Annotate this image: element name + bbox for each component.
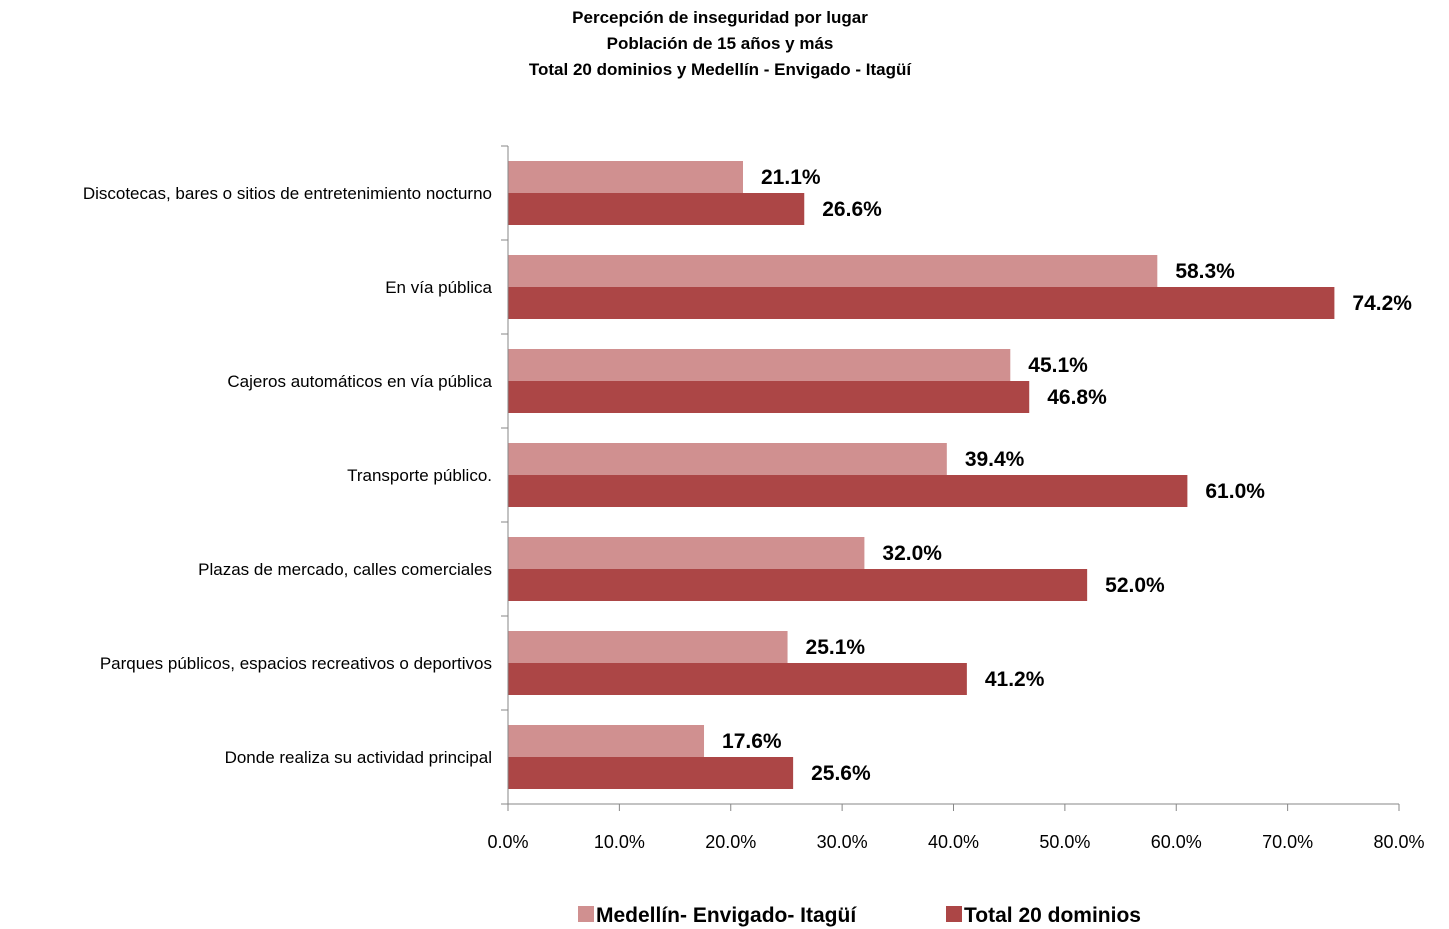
x-tick-label: 20.0%: [705, 832, 756, 852]
bar: [508, 757, 794, 789]
plot-area: Discotecas, bares o sitios de entretenim…: [83, 161, 1412, 789]
data-label: 26.6%: [822, 198, 882, 221]
x-tick-label: 10.0%: [594, 832, 645, 852]
chart-title-line: Total 20 dominios y Medellín - Envigado …: [529, 60, 912, 79]
bar: [508, 287, 1335, 319]
x-tick-label: 30.0%: [817, 832, 868, 852]
data-label: 58.3%: [1175, 260, 1235, 283]
bar: [508, 725, 705, 757]
chart-title-line: Percepción de inseguridad por lugar: [572, 8, 868, 27]
data-label: 52.0%: [1105, 574, 1165, 597]
legend: Medellín- Envigado- Itagüí Total 20 domin…: [578, 904, 1141, 927]
data-label: 46.8%: [1047, 386, 1107, 409]
category-label: Parques públicos, espacios recreativos o…: [100, 654, 492, 673]
data-label: 32.0%: [882, 542, 942, 565]
bar: [508, 193, 805, 225]
bar: [508, 537, 865, 569]
data-label: 25.6%: [811, 762, 871, 785]
category-label: En vía pública: [385, 278, 492, 297]
chart-title-line: Población de 15 años y más: [607, 34, 834, 53]
category-label: Transporte público.: [347, 466, 492, 485]
bar: [508, 161, 744, 193]
bar: [508, 475, 1188, 507]
bar: [508, 443, 947, 475]
x-tick-label: 0.0%: [487, 832, 528, 852]
legend-item: Medellín- Envigado- Itagüí: [578, 904, 857, 927]
x-tick-label: 70.0%: [1262, 832, 1313, 852]
legend-swatch: [946, 906, 962, 922]
data-label: 61.0%: [1205, 480, 1265, 503]
x-tick-label: 60.0%: [1151, 832, 1202, 852]
axes: 0.0% 10.0% 20.0% 30.0% 40.0% 50.0% 60.0% 70.0% 8…: [487, 145, 1425, 852]
data-label: 17.6%: [722, 730, 782, 753]
bar: [508, 663, 967, 695]
x-tick-label: 50.0%: [1039, 832, 1090, 852]
category-label: Plazas de mercado, calles comerciales: [198, 560, 492, 579]
data-label: 41.2%: [985, 668, 1045, 691]
legend-item: Total 20 dominios: [946, 904, 1141, 927]
category-label: Discotecas, bares o sitios de entretenim…: [83, 184, 492, 203]
data-label: 45.1%: [1028, 354, 1088, 377]
category-label: Donde realiza su actividad principal: [225, 748, 492, 767]
legend-label: Medellín- Envigado- Itagüí: [596, 904, 857, 927]
x-tick-label: 40.0%: [928, 832, 979, 852]
data-label: 74.2%: [1352, 292, 1412, 315]
bar: [508, 255, 1158, 287]
data-label: 25.1%: [806, 636, 866, 659]
category-label: Cajeros automáticos en vía pública: [227, 372, 492, 391]
bar: [508, 569, 1088, 601]
bar: [508, 349, 1011, 381]
legend-swatch: [578, 906, 594, 922]
data-label: 39.4%: [965, 448, 1025, 471]
bar: [508, 631, 788, 663]
bar: [508, 381, 1030, 413]
x-tick-label: 80.0%: [1373, 832, 1424, 852]
chart-title: Percepción de inseguridad por lugar Pobla…: [529, 8, 912, 79]
data-label: 21.1%: [761, 166, 821, 189]
legend-label: Total 20 dominios: [964, 904, 1141, 927]
